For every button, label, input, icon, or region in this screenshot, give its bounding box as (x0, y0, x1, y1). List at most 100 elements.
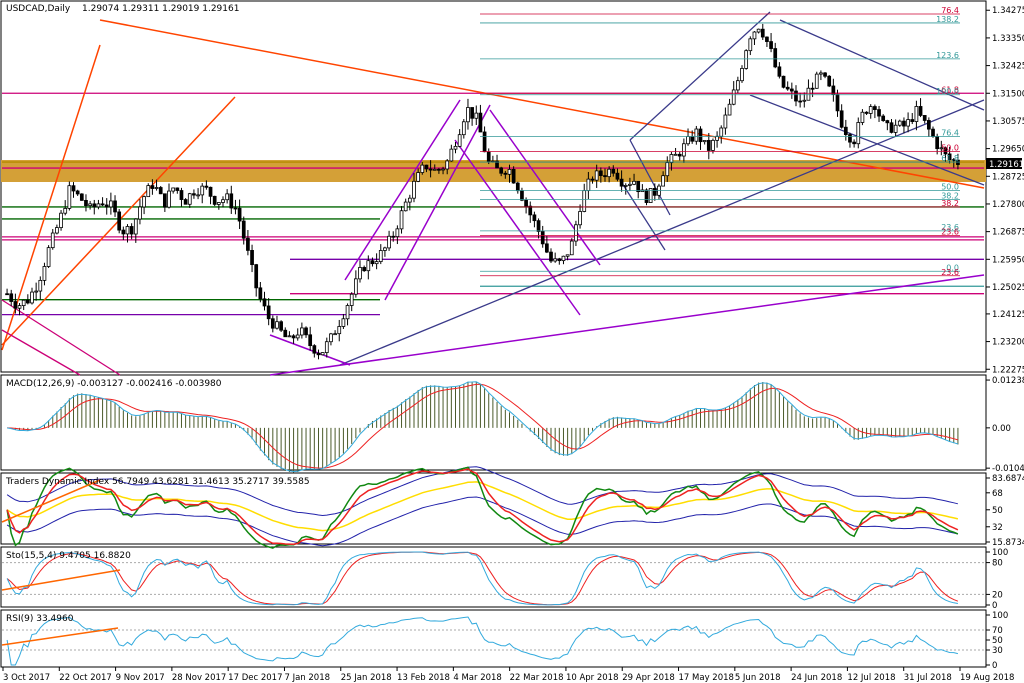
candle-body (789, 88, 794, 92)
price-tick-label: 1.30575 (992, 117, 1024, 127)
tdi-tick-label: 15.8734 (992, 538, 1024, 548)
candle-body (549, 251, 553, 262)
candle-body (503, 172, 508, 175)
candle-body (943, 147, 948, 155)
stoch-main-line (6, 551, 958, 606)
candle-body (416, 172, 420, 182)
stoch-tick-label: 0 (992, 601, 997, 611)
candle-body (146, 185, 151, 198)
candle-body (553, 258, 558, 262)
candle-body (208, 186, 213, 197)
candle-body (474, 112, 479, 119)
fib-level-label: 100.0 (936, 87, 959, 96)
candle-body (354, 278, 358, 295)
candle-body (221, 199, 225, 203)
candle-body (939, 147, 944, 150)
ohlc-values: 1.29074 1.29311 1.29019 1.29161 (82, 4, 239, 14)
candle-body (38, 279, 43, 292)
candle-body (117, 211, 122, 231)
candle-body (113, 200, 117, 213)
candle-body (835, 94, 840, 112)
candle-body (196, 194, 200, 197)
candle-body (75, 190, 80, 195)
candle-body (839, 110, 844, 128)
tdi-price-line (6, 466, 959, 549)
candle-body (619, 178, 624, 187)
candle-body (507, 169, 512, 175)
candle-body (511, 169, 516, 184)
candle-body (777, 66, 782, 77)
candle-body (470, 107, 474, 119)
candle-body (262, 298, 267, 307)
candle-body (437, 168, 441, 171)
candle-body (275, 321, 279, 329)
candle-body (582, 190, 587, 212)
trend-line (1, 299, 121, 376)
candle-body (677, 153, 682, 157)
candle-body (590, 178, 595, 181)
candle-body (648, 188, 653, 203)
price-tick-label: 1.25950 (992, 255, 1024, 265)
candle-body (557, 258, 562, 262)
candle-body (744, 50, 749, 69)
rsi-tick-label: 50 (992, 636, 1003, 646)
candle-body (55, 227, 59, 234)
candle-body (212, 195, 217, 205)
date-tick-label: 9 Nov 2017 (116, 673, 165, 683)
candle-body (291, 335, 296, 339)
candle-body (856, 122, 861, 145)
candle-body (300, 327, 304, 336)
macd-tick-label: 0.012386 (992, 376, 1024, 386)
candle-body (341, 318, 346, 327)
candle-body (46, 247, 51, 267)
candle-body (731, 89, 736, 105)
candle-body (823, 72, 827, 77)
candle-body (403, 201, 408, 212)
candle-body (694, 128, 699, 142)
symbol-title: USDCAD,Daily (6, 4, 71, 14)
candle-body (561, 255, 566, 262)
fib-level-label: 0.0 (946, 263, 959, 272)
candle-body (628, 183, 632, 186)
candle-body (661, 175, 665, 187)
candle-body (702, 140, 707, 143)
candle-body (445, 160, 450, 170)
candle-body (482, 131, 487, 153)
candle-body (370, 260, 375, 265)
candle-body (827, 75, 832, 87)
date-tick-label: 12 Jul 2018 (847, 673, 895, 683)
candle-body (258, 287, 263, 300)
tdi-signal-line (6, 468, 959, 545)
rsi-tick-label: 70 (992, 626, 1003, 636)
candle-body (283, 329, 288, 338)
price-tick-label: 1.22275 (992, 365, 1024, 375)
candle-body (515, 182, 520, 192)
macd-signal-line (7, 383, 959, 469)
candle-body (814, 73, 819, 89)
candle-body (324, 341, 329, 353)
candle-body (358, 267, 362, 280)
candle-body (765, 36, 769, 42)
candle-body (312, 345, 317, 354)
candle-body (237, 207, 242, 222)
date-tick-label: 5 Jun 2018 (735, 673, 781, 683)
rsi-trend-line (1, 627, 119, 646)
candle-body (868, 106, 873, 114)
candle-body (598, 170, 603, 176)
candle-body (17, 305, 22, 309)
price-tick-label: 1.26875 (992, 228, 1024, 238)
candle-body (216, 202, 221, 205)
candle-body (669, 154, 674, 164)
candle-body (524, 199, 528, 207)
candle-body (295, 334, 300, 339)
candle-body (781, 75, 786, 88)
candle-body (723, 114, 728, 129)
candle-body (495, 160, 499, 169)
candle-body (893, 124, 898, 133)
candle-body (686, 136, 690, 145)
candle-body (424, 164, 429, 170)
candle-body (461, 121, 466, 136)
candle-body (329, 333, 333, 343)
fib-level-label: 50.0 (941, 144, 959, 153)
